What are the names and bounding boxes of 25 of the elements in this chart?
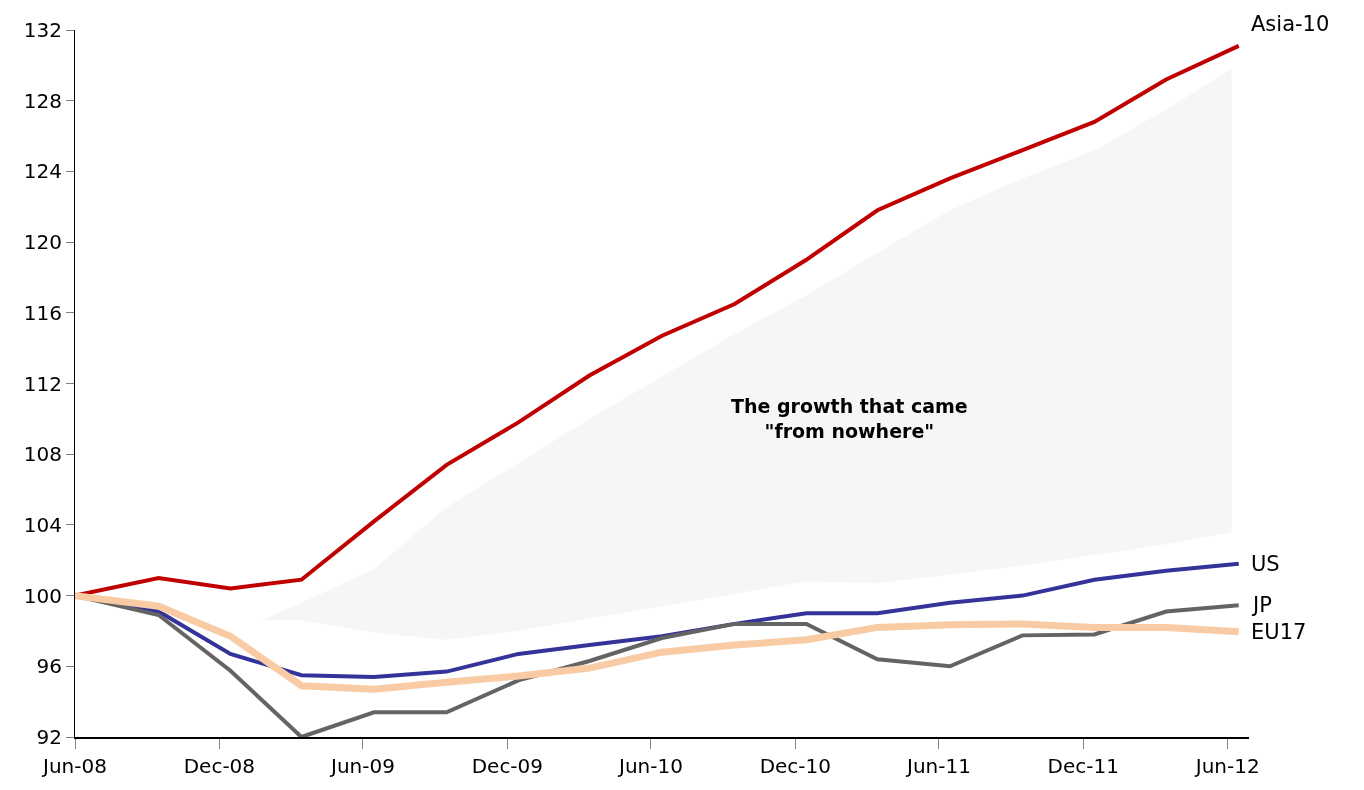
- x-tick-label: Dec-10: [759, 754, 832, 778]
- y-tick-label: 96: [36, 654, 62, 679]
- series-label: US: [1251, 552, 1280, 576]
- x-tick-label: Jun-11: [904, 754, 971, 778]
- x-tick-label: Dec-11: [1047, 754, 1119, 778]
- y-tick-label: 132: [23, 18, 62, 42]
- y-tick-label: 112: [23, 371, 62, 396]
- x-tick-label: Dec-08: [183, 754, 256, 778]
- series-label: JP: [1251, 593, 1272, 617]
- y-tick-label: 124: [23, 159, 62, 184]
- x-tick-label: Jun-09: [329, 754, 395, 778]
- series-label: Asia-10: [1251, 12, 1330, 36]
- x-tick-label: Jun-08: [41, 754, 107, 778]
- annotation: The growth that came "from nowhere": [731, 395, 968, 442]
- x-tick-label: Jun-10: [616, 754, 683, 778]
- y-tick-label: 108: [23, 442, 62, 467]
- series-label: EU17: [1251, 620, 1307, 644]
- y-tick-label: 120: [23, 230, 62, 255]
- y-tick-label: 104: [23, 512, 62, 537]
- y-tick-label: 116: [23, 300, 62, 325]
- y-tick-label: 128: [23, 88, 62, 113]
- y-tick-label: 100: [23, 583, 62, 608]
- y-tick-label: 92: [36, 725, 62, 749]
- x-tick-label: Jun-12: [1193, 754, 1260, 778]
- x-tick-label: Dec-09: [471, 754, 544, 778]
